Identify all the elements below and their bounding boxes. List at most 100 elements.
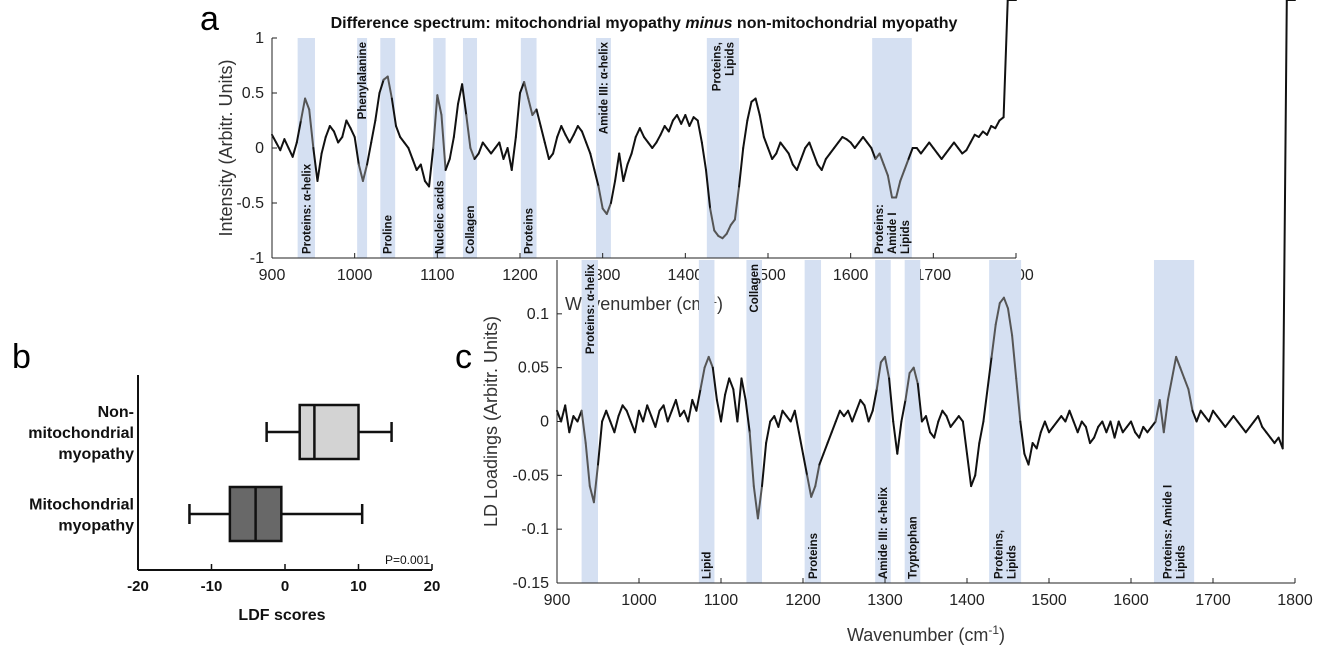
spectrum-segment bbox=[477, 141, 484, 155]
spectrum-segment bbox=[1162, 398, 1169, 434]
spectrum-segment bbox=[928, 141, 935, 149]
spectrum-segment bbox=[564, 404, 571, 434]
spectrum-segment bbox=[711, 366, 718, 401]
band-label-0: Proteins: α-helix bbox=[585, 263, 597, 354]
spectrum-segment bbox=[647, 141, 654, 149]
x-tick-label: 1400 bbox=[949, 592, 985, 609]
spectrum-segment bbox=[862, 136, 869, 144]
spectrum-segment bbox=[1220, 420, 1227, 428]
band-8 bbox=[872, 38, 912, 258]
spectrum-segment bbox=[1146, 425, 1153, 434]
spectrum-segment bbox=[1199, 409, 1206, 418]
spectrum-segment bbox=[994, 302, 1001, 326]
spectrum-segment bbox=[746, 100, 753, 122]
spectrum-segment bbox=[758, 114, 765, 138]
spectrum-segment bbox=[855, 398, 862, 412]
spectrum-segment bbox=[1216, 415, 1223, 423]
spectrum-segment bbox=[295, 119, 302, 144]
spectrum-segment bbox=[547, 152, 555, 160]
spectrum-segment bbox=[837, 136, 844, 144]
spectrum-segment bbox=[1179, 366, 1186, 380]
band-label-6: Proteins, bbox=[994, 530, 1006, 579]
spectrum-segment bbox=[986, 355, 993, 391]
spectrum-segment bbox=[357, 163, 364, 182]
spectrum-segment bbox=[643, 136, 650, 144]
spectrum-segment bbox=[953, 141, 960, 149]
band-label-0: Proteins: α-helix bbox=[301, 163, 313, 254]
band-3 bbox=[433, 38, 446, 258]
spectrum-segment bbox=[614, 152, 621, 182]
spectrum-segment bbox=[448, 136, 455, 160]
spectrum-segment bbox=[498, 141, 505, 160]
spectrum-segment bbox=[552, 136, 559, 155]
spectrum-segment bbox=[1043, 420, 1050, 434]
chart-c-ld-loadings: Proteins: α-helix Lipid Collagen Proteins Am… bbox=[481, 0, 1313, 645]
spectrum-segment bbox=[395, 125, 402, 138]
spectrum-segment bbox=[1023, 452, 1030, 466]
spectrum-segment bbox=[519, 81, 526, 94]
spectrum-segment bbox=[721, 232, 728, 240]
spectrum-segment bbox=[953, 415, 960, 423]
y-tick-label: 0.1 bbox=[527, 306, 549, 323]
spectrum-segment bbox=[789, 409, 796, 423]
x-axis-label-end: ) bbox=[999, 625, 1005, 645]
spectrum-segment bbox=[1072, 420, 1079, 434]
spectrum-segment bbox=[793, 409, 800, 434]
spectrum-segment bbox=[994, 119, 1001, 130]
spectrum-segment bbox=[863, 404, 870, 423]
spectrum-segment bbox=[523, 81, 530, 100]
spectrum-segment bbox=[655, 133, 662, 144]
spectrum-segment bbox=[333, 130, 340, 144]
x-tick-label: 1200 bbox=[502, 267, 538, 284]
band-5 bbox=[904, 260, 921, 583]
spectrum-segment bbox=[1080, 420, 1087, 428]
band-label-3: Nucleic acids bbox=[434, 180, 446, 254]
x-tick-label: 1500 bbox=[1031, 592, 1067, 609]
spectrum-segment bbox=[666, 409, 673, 423]
spectrum-segment bbox=[1027, 442, 1034, 466]
chart-title-part: Difference spectrum: mitochondrial myopa… bbox=[331, 15, 686, 32]
spectrum-segment bbox=[374, 92, 381, 122]
spectrum-segment bbox=[1068, 409, 1075, 423]
x-tick-label: -20 bbox=[127, 578, 149, 595]
spectrum-segment bbox=[629, 420, 636, 434]
spectrum-segment bbox=[560, 404, 567, 423]
band-label-2: Collagen bbox=[749, 264, 761, 313]
y-tick-label: -0.05 bbox=[513, 467, 550, 484]
spectrum-segment bbox=[593, 169, 600, 188]
spectrum-segment bbox=[674, 398, 681, 418]
spectrum-segment bbox=[802, 452, 809, 477]
spectrum-segment bbox=[820, 158, 827, 171]
spectrum-segment bbox=[613, 415, 620, 434]
spectrum-segment bbox=[1150, 420, 1157, 428]
spectrum-segment bbox=[687, 398, 694, 423]
band-5 bbox=[520, 38, 537, 258]
y-tick-label: 1 bbox=[255, 30, 264, 47]
spectrum-segment bbox=[490, 147, 497, 155]
spectrum-segment bbox=[733, 185, 741, 221]
spectrum-segment bbox=[892, 420, 899, 455]
spectrum-segment bbox=[814, 463, 821, 488]
band-label-7: Lipids bbox=[724, 42, 736, 76]
spectrum-segment bbox=[465, 114, 472, 149]
spectrum-segment bbox=[1105, 420, 1112, 434]
spectrum-segment bbox=[1232, 415, 1239, 423]
spectrum-segment bbox=[795, 158, 803, 171]
spectrum-segment bbox=[888, 377, 895, 423]
spectrum-segment bbox=[765, 420, 772, 445]
spectrum-segment bbox=[564, 133, 571, 144]
x-tick-label: 1100 bbox=[704, 592, 739, 609]
spectrum-segment bbox=[695, 388, 702, 412]
spectrum-segment bbox=[1212, 409, 1219, 418]
x-tick-label: 1700 bbox=[1195, 592, 1231, 609]
spectrum-segment bbox=[1093, 425, 1100, 439]
spectrum-segment bbox=[576, 125, 583, 133]
spectrum-segment bbox=[370, 119, 377, 144]
x-tick-label: 1200 bbox=[785, 592, 821, 609]
spectrum-segment bbox=[299, 97, 307, 122]
spectrum-segment bbox=[589, 152, 596, 171]
spectrum-segment bbox=[1240, 425, 1247, 434]
spectrum-segment bbox=[1084, 425, 1091, 445]
spectrum-segment bbox=[1138, 425, 1145, 439]
